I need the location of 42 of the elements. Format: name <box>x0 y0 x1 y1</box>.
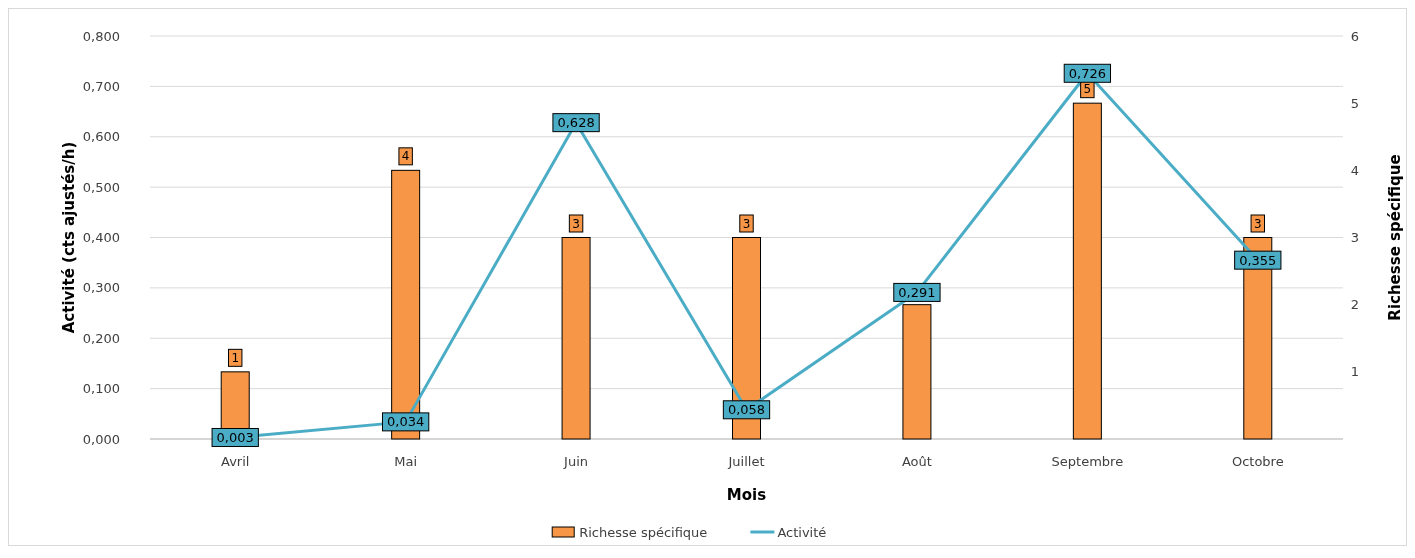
data-label: 1 <box>231 350 240 365</box>
data-label: 0,628 <box>557 115 595 131</box>
y2-tick-label: 5 <box>1350 95 1360 111</box>
y2-tick-label: 6 <box>1350 28 1360 44</box>
data-label: 5 <box>1083 82 1092 97</box>
data-label: 3 <box>742 216 751 231</box>
y-tick-label: 0,100 <box>82 381 120 397</box>
legend-label: Richesse spécifique <box>579 524 708 540</box>
x-tick-label: Août <box>901 454 932 469</box>
x-tick-label: Mai <box>394 454 418 469</box>
y-tick-label: 0,800 <box>82 28 120 44</box>
y-tick-label: 0,000 <box>82 431 120 447</box>
x-tick-label: Octobre <box>1231 454 1284 469</box>
y2-tick-label: 3 <box>1350 230 1360 245</box>
x-tick-label: Juin <box>563 454 589 469</box>
x-tick-label: Avril <box>221 454 250 469</box>
y2-tick-label: 1 <box>1350 364 1360 380</box>
data-label: 0,058 <box>727 402 766 418</box>
y2-tick-label: 4 <box>1350 162 1360 178</box>
data-label: 0,003 <box>216 429 254 445</box>
data-label: 0,355 <box>1239 252 1277 268</box>
data-label: 0,726 <box>1068 65 1106 81</box>
y-tick-label: 0,500 <box>82 179 120 195</box>
bar <box>561 237 591 440</box>
y2-axis-title: Richesse spécifique <box>1386 154 1404 321</box>
y-tick-label: 0,600 <box>82 129 120 145</box>
legend-label: Activité <box>777 524 827 540</box>
x-axis-title: Mois <box>726 486 767 504</box>
data-label: 0,291 <box>898 284 936 300</box>
data-label: 3 <box>572 216 580 231</box>
y-tick-label: 0,300 <box>82 280 120 296</box>
y-tick-label: 0,200 <box>82 330 120 346</box>
y-tick-label: 0,700 <box>82 78 120 94</box>
x-tick-label: Septembre <box>1051 454 1124 469</box>
x-tick-label: Juillet <box>727 454 765 469</box>
data-label: 4 <box>401 149 410 164</box>
data-label: 0,034 <box>387 414 425 430</box>
data-label: 3 <box>1253 216 1262 231</box>
y-tick-label: 0,400 <box>82 230 120 245</box>
y2-tick-label: 2 <box>1350 297 1360 313</box>
y-axis-title: Activité (cts ajustés/h) <box>60 141 78 334</box>
bar <box>1072 102 1102 440</box>
